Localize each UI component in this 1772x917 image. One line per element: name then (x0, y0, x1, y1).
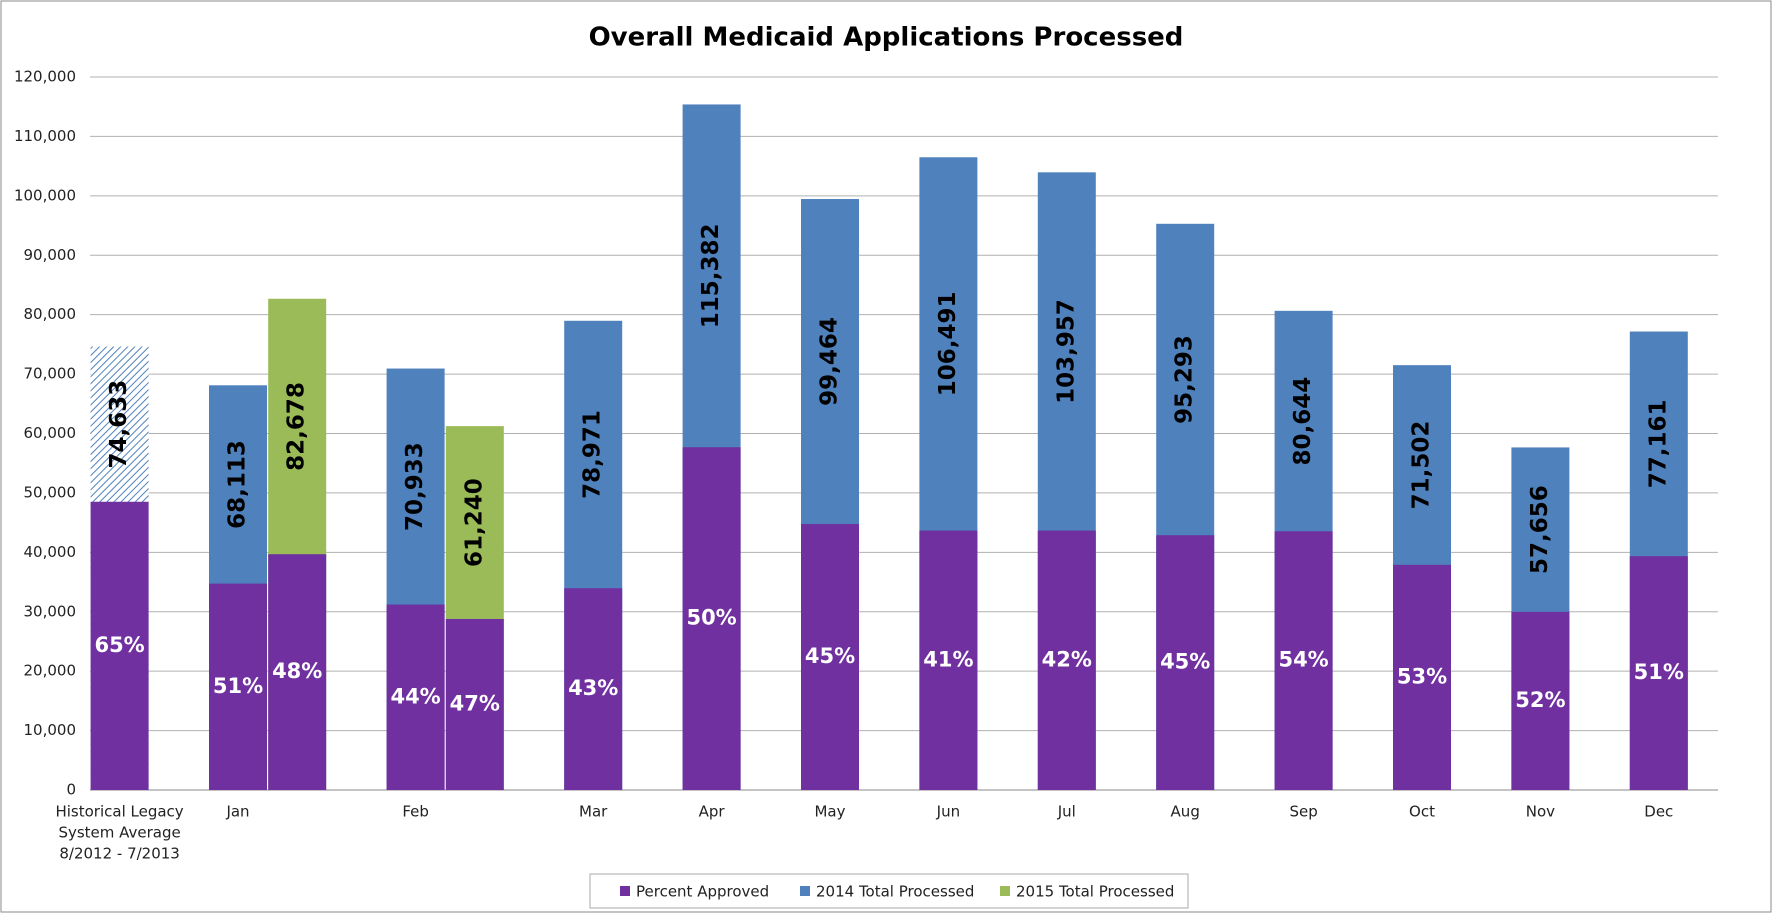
approved-bar (1629, 556, 1688, 790)
y-tick-label: 0 (66, 781, 76, 799)
y-tick-label: 110,000 (14, 127, 76, 145)
total-label: 70,933 (402, 442, 428, 531)
total-label: 77,161 (1645, 399, 1671, 488)
approved-bar (682, 447, 741, 790)
y-tick-label: 50,000 (24, 483, 77, 501)
total-label: 115,382 (698, 223, 724, 328)
x-tick-label: Sep (1289, 803, 1317, 821)
y-tick-label: 90,000 (24, 246, 77, 264)
y-tick-label: 30,000 (24, 602, 77, 620)
approved-bar (268, 554, 327, 790)
x-tick-label: Apr (699, 803, 726, 821)
percent-label: 48% (272, 659, 322, 683)
x-tick-label: Nov (1526, 803, 1555, 821)
total-label: 57,656 (1527, 485, 1553, 574)
percent-label: 52% (1515, 688, 1565, 712)
percent-label: 47% (450, 691, 500, 715)
x-tick-label: System Average (58, 824, 180, 842)
chart-title: Overall Medicaid Applications Processed (589, 23, 1184, 53)
percent-label: 50% (686, 606, 736, 630)
y-tick-label: 60,000 (24, 424, 77, 442)
total-label: 99,464 (817, 317, 843, 406)
legend-swatch (1000, 886, 1010, 896)
percent-label: 42% (1042, 647, 1092, 671)
total-label: 103,957 (1053, 299, 1079, 404)
approved-bar (801, 524, 859, 790)
legend-box (589, 873, 1189, 909)
x-tick-label: Feb (402, 803, 429, 821)
approved-bar (209, 583, 267, 790)
x-tick-label: Jul (1057, 803, 1076, 821)
approved-bar (386, 604, 445, 790)
legend-swatch (800, 886, 810, 896)
approved-bar (90, 501, 149, 790)
percent-label: 53% (1397, 664, 1447, 688)
y-tick-label: 10,000 (24, 721, 77, 739)
y-tick-label: 100,000 (14, 186, 76, 204)
x-tick-label: Mar (579, 803, 608, 821)
y-tick-label: 80,000 (24, 305, 77, 323)
legend-swatch (620, 886, 630, 896)
percent-label: 41% (923, 647, 973, 671)
percent-label: 43% (568, 676, 618, 700)
approved-bar (564, 588, 623, 790)
percent-label: 65% (94, 633, 144, 657)
total-label: 61,240 (461, 478, 487, 567)
approved-bar (445, 618, 504, 790)
x-tick-label: Oct (1409, 803, 1435, 821)
approved-bar (919, 530, 978, 790)
legend-label: 2014 Total Processed (816, 883, 974, 901)
percent-label: 51% (213, 674, 263, 698)
approved-bar (1274, 531, 1333, 790)
y-tick-label: 70,000 (24, 365, 77, 383)
x-tick-label: Dec (1644, 803, 1673, 821)
percent-label: 51% (1634, 660, 1684, 684)
x-tick-label: 8/2012 - 7/2013 (59, 845, 180, 863)
y-tick-label: 40,000 (24, 543, 77, 561)
total-label: 80,644 (1290, 377, 1316, 466)
approved-bar (1393, 564, 1451, 790)
approved-bar (1156, 535, 1215, 790)
x-tick-label: Jan (225, 803, 249, 821)
total-label: 82,678 (284, 382, 310, 471)
total-label: 78,971 (580, 410, 606, 499)
total-label: 95,293 (1172, 335, 1198, 424)
total-label: 106,491 (935, 292, 961, 397)
total-label: 71,502 (1409, 421, 1435, 510)
x-tick-label: Aug (1171, 803, 1200, 821)
x-tick-label: Jun (936, 803, 960, 821)
legend-label: 2015 Total Processed (1016, 883, 1174, 901)
total-label: 68,113 (225, 440, 251, 529)
x-tick-label: Historical Legacy (55, 803, 183, 821)
approved-bar (1511, 611, 1570, 790)
percent-label: 45% (805, 644, 855, 668)
legend-label: Percent Approved (636, 883, 769, 901)
total-label: 74,633 (106, 380, 132, 469)
x-tick-label: May (814, 803, 845, 821)
percent-label: 44% (390, 684, 440, 708)
y-tick-label: 120,000 (14, 68, 76, 86)
y-tick-label: 20,000 (24, 662, 77, 680)
percent-label: 45% (1160, 650, 1210, 674)
percent-label: 54% (1278, 648, 1328, 672)
approved-bar (1037, 530, 1096, 790)
